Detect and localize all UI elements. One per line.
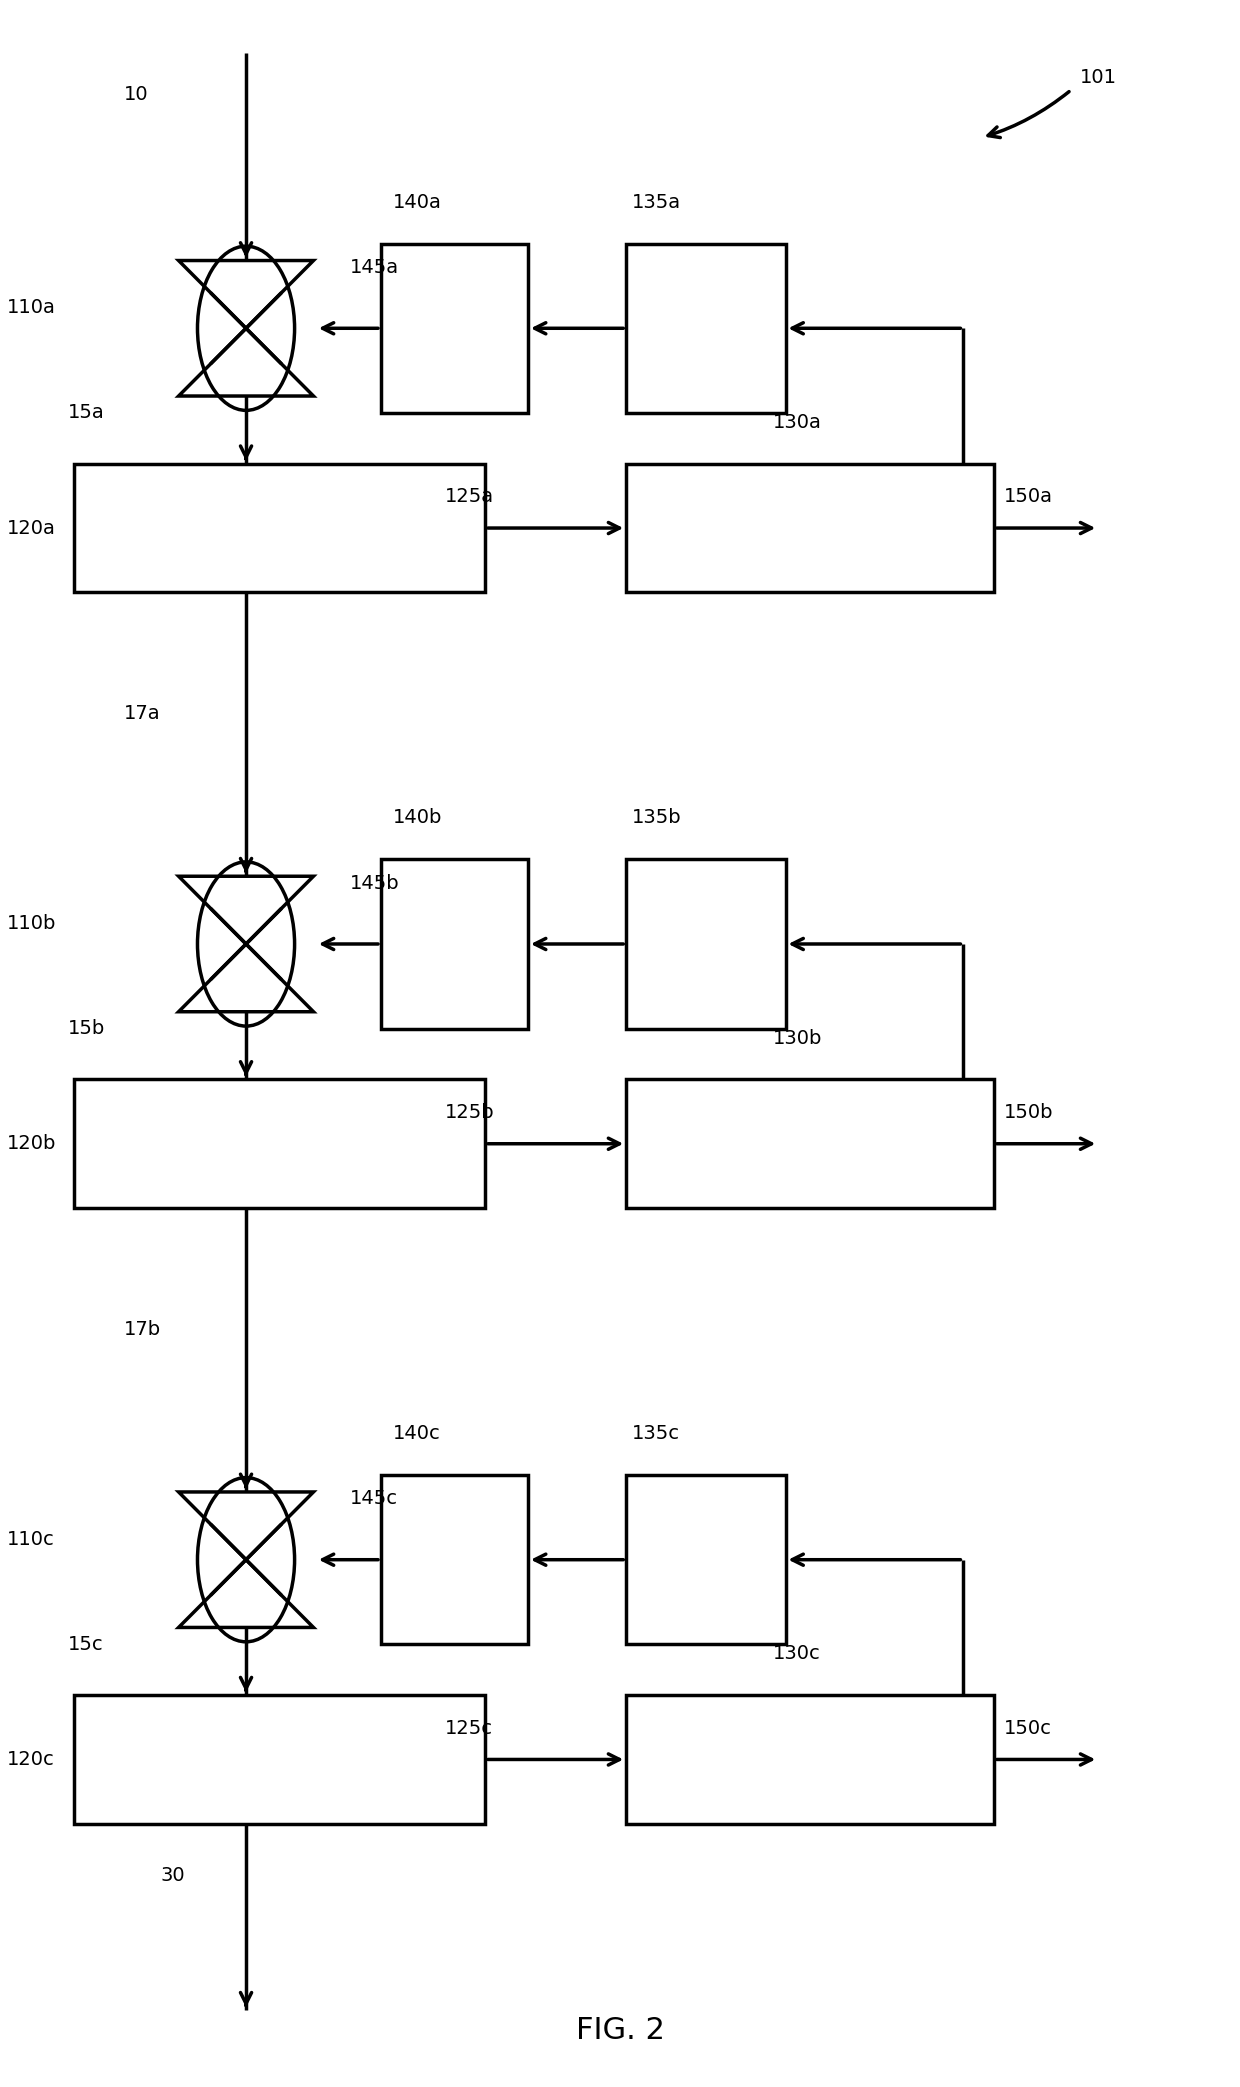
Text: 130a: 130a — [774, 413, 822, 432]
Text: 135c: 135c — [632, 1423, 681, 1442]
Text: 135b: 135b — [632, 808, 682, 826]
Text: 130c: 130c — [774, 1645, 821, 1663]
Bar — [626, 1079, 994, 1208]
Text: 150c: 150c — [1003, 1720, 1052, 1738]
Bar — [626, 860, 785, 1029]
Bar — [74, 1079, 485, 1208]
Text: 145c: 145c — [350, 1490, 398, 1509]
Text: 120c: 120c — [7, 1751, 55, 1770]
Text: 140a: 140a — [393, 192, 441, 211]
Text: FIG. 2: FIG. 2 — [575, 2016, 665, 2045]
Text: 15b: 15b — [68, 1018, 105, 1037]
Text: 140b: 140b — [393, 808, 443, 826]
Text: 125c: 125c — [445, 1720, 494, 1738]
Text: 125b: 125b — [445, 1104, 495, 1123]
Text: 10: 10 — [124, 86, 148, 104]
Bar — [626, 1695, 994, 1824]
Text: 150a: 150a — [1003, 488, 1053, 507]
Text: 110c: 110c — [7, 1530, 55, 1549]
Text: 15a: 15a — [68, 403, 105, 422]
Bar — [74, 1695, 485, 1824]
Text: 120a: 120a — [7, 518, 56, 538]
Text: 150b: 150b — [1003, 1104, 1053, 1123]
Text: 101: 101 — [1080, 69, 1117, 88]
Bar — [381, 244, 528, 413]
Text: 17b: 17b — [124, 1319, 160, 1338]
Bar — [381, 860, 528, 1029]
Text: 30: 30 — [160, 1866, 185, 1885]
Text: 17a: 17a — [124, 703, 160, 722]
Bar — [626, 1476, 785, 1645]
Bar — [626, 244, 785, 413]
Text: 125a: 125a — [445, 488, 495, 507]
Bar — [381, 1476, 528, 1645]
Text: 120b: 120b — [7, 1133, 56, 1154]
Text: 135a: 135a — [632, 192, 682, 211]
Text: 110a: 110a — [7, 298, 56, 317]
Text: 130b: 130b — [774, 1029, 822, 1048]
Bar — [626, 463, 994, 593]
Text: 15c: 15c — [68, 1634, 104, 1653]
Text: 140c: 140c — [393, 1423, 441, 1442]
Text: 145b: 145b — [350, 874, 399, 893]
Text: 110b: 110b — [7, 914, 56, 933]
Text: 145a: 145a — [350, 259, 399, 278]
Bar — [74, 463, 485, 593]
